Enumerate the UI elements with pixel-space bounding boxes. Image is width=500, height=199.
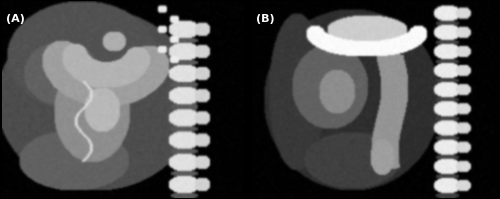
Text: (B): (B) bbox=[256, 14, 274, 24]
Text: (A): (A) bbox=[6, 14, 25, 24]
